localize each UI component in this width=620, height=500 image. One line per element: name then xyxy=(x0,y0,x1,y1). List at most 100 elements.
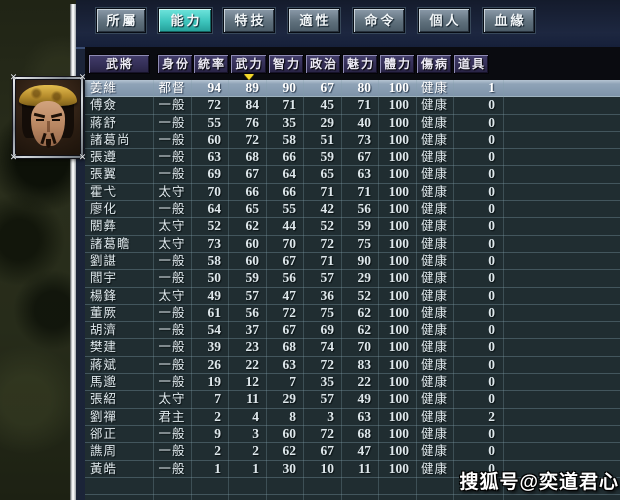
frame-corner-icon: ✕ xyxy=(9,72,18,82)
officer-row-郤正[interactable]: 郤正 一般 9 3 60 72 68 100 健康 0 xyxy=(85,425,620,444)
officer-row-蔣舒[interactable]: 蔣舒 一般 55 76 35 29 40 100 健康 0 xyxy=(85,115,620,132)
officer-row-劉諶[interactable]: 劉諶 一般 58 60 67 71 90 100 健康 0 xyxy=(85,252,620,271)
cell-傷病: 健康 xyxy=(420,184,448,199)
column-header-10[interactable]: 道具 xyxy=(453,54,489,74)
tab-2[interactable]: 能力 xyxy=(158,8,212,33)
column-header-9[interactable]: 傷病 xyxy=(416,54,452,74)
cell-智力: 47 xyxy=(282,287,297,303)
officer-row-諸葛瞻[interactable]: 諸葛瞻 太守 73 60 70 72 75 100 健康 0 xyxy=(85,236,620,253)
cell-武力: 12 xyxy=(245,374,260,390)
cell-智力: 71 xyxy=(282,97,297,113)
cell-統率: 70 xyxy=(207,183,222,199)
tab-6[interactable]: 個人 xyxy=(418,8,470,33)
officer-row-張紹[interactable]: 張紹 太守 7 11 29 57 49 100 健康 0 xyxy=(85,391,620,409)
cell-智力: 60 xyxy=(282,425,297,441)
officer-row-閻宇[interactable]: 閻宇 一般 50 59 56 57 29 100 健康 0 xyxy=(85,270,620,288)
cell-武力: 57 xyxy=(245,287,260,303)
cell-政治: 74 xyxy=(320,339,335,355)
cell-魅力: 40 xyxy=(357,114,372,130)
cell-政治: 71 xyxy=(320,183,335,199)
column-header-7[interactable]: 魅力 xyxy=(342,54,378,74)
column-header-2[interactable]: 身份 xyxy=(157,54,193,74)
officer-row-董厥[interactable]: 董厥 一般 61 56 72 75 62 100 健康 0 xyxy=(85,304,620,323)
cell-道具: 1 xyxy=(488,80,495,95)
officer-row-廖化[interactable]: 廖化 一般 64 65 55 42 56 100 健康 0 xyxy=(85,201,620,219)
cell-傷病: 健康 xyxy=(420,444,448,459)
officer-row-楊鋒[interactable]: 楊鋒 太守 49 57 47 36 52 100 健康 0 xyxy=(85,288,620,305)
officer-row-傅僉[interactable]: 傅僉 一般 72 84 71 45 71 100 健康 0 xyxy=(85,97,620,115)
officer-row-諸葛尚[interactable]: 諸葛尚 一般 60 72 58 51 73 100 健康 0 xyxy=(85,131,620,150)
tab-1[interactable]: 所屬 xyxy=(96,8,146,33)
cell-武將: 樊建 xyxy=(90,340,118,355)
cell-武將: 張翼 xyxy=(90,167,118,182)
tab-7[interactable]: 血緣 xyxy=(483,8,535,33)
cell-統率: 2 xyxy=(214,443,221,459)
cell-體力: 100 xyxy=(388,218,409,234)
column-header-1[interactable]: 武將 xyxy=(88,54,150,74)
cell-身份: 一般 xyxy=(158,444,186,459)
officer-row-關彝[interactable]: 關彝 太守 52 62 44 52 59 100 健康 0 xyxy=(85,218,620,236)
column-header-8[interactable]: 體力 xyxy=(379,54,415,74)
tab-4[interactable]: 適性 xyxy=(288,8,340,33)
cell-武將: 傅僉 xyxy=(90,98,118,113)
officer-row-胡濟[interactable]: 胡濟 一般 54 37 67 69 62 100 健康 0 xyxy=(85,322,620,340)
portrait-goatee xyxy=(45,139,51,148)
cell-武力: 1 xyxy=(252,460,259,476)
officer-row-張遵[interactable]: 張遵 一般 63 68 66 59 67 100 健康 0 xyxy=(85,149,620,167)
cell-魅力: 52 xyxy=(357,287,372,303)
column-header-4[interactable]: 武力 xyxy=(230,54,267,74)
cell-體力: 100 xyxy=(388,270,409,286)
table-header-band: 武將 身份 統率 武力 智力 政治 魅力 體力 傷病 道具 xyxy=(85,47,620,80)
cell-體力: 100 xyxy=(388,166,409,182)
cell-武將: 張遵 xyxy=(90,150,118,165)
officer-row-劉禪[interactable]: 劉禪 君主 2 4 8 3 63 100 健康 2 xyxy=(85,409,620,426)
cell-武力: 65 xyxy=(245,201,260,217)
cell-魅力: 49 xyxy=(357,391,372,407)
officer-row-馬邈[interactable]: 馬邈 一般 19 12 7 35 22 100 健康 0 xyxy=(85,374,620,392)
cell-道具: 0 xyxy=(488,304,495,320)
cell-武將: 馬邈 xyxy=(90,375,118,390)
cell-統率: 7 xyxy=(214,391,221,407)
column-separator xyxy=(191,80,192,500)
tab-5[interactable]: 命令 xyxy=(353,8,405,33)
cell-身份: 一般 xyxy=(158,132,186,147)
cell-傷病: 健康 xyxy=(420,150,448,165)
officer-table[interactable]: 姜維 都督 94 89 90 67 80 100 健康 1 傅僉 一般 72 84 71 45 71 100 健康 0… xyxy=(85,80,620,500)
cell-身份: 一般 xyxy=(158,202,186,217)
officer-row-張翼[interactable]: 張翼 一般 69 67 64 65 63 100 健康 0 xyxy=(85,166,620,184)
cell-智力: 66 xyxy=(282,183,297,199)
cell-武將: 諸葛尚 xyxy=(90,132,131,147)
officer-row-霍弋[interactable]: 霍弋 太守 70 66 66 71 71 100 健康 0 xyxy=(85,183,620,202)
cell-身份: 一般 xyxy=(158,167,186,182)
column-header-6[interactable]: 政治 xyxy=(305,54,341,74)
portrait-mustache xyxy=(49,132,56,145)
cell-智力: 67 xyxy=(282,252,297,268)
cell-傷病: 健康 xyxy=(420,81,448,95)
column-header-3[interactable]: 統率 xyxy=(193,54,229,74)
cell-統率: 54 xyxy=(207,322,222,338)
cell-魅力: 62 xyxy=(357,322,372,338)
officer-row-蔣斌[interactable]: 蔣斌 一般 26 22 63 72 83 100 健康 0 xyxy=(85,356,620,375)
cell-武將: 姜維 xyxy=(90,81,118,95)
cell-魅力: 22 xyxy=(357,374,372,390)
cell-魅力: 73 xyxy=(357,131,372,147)
officer-row-譙周[interactable]: 譙周 一般 2 2 62 67 47 100 健康 0 xyxy=(85,443,620,461)
cell-武力: 2 xyxy=(252,443,259,459)
portrait-eye xyxy=(52,119,60,121)
officer-row-黃皓[interactable]: 黃皓 一般 1 1 30 10 11 100 健康 0 xyxy=(85,461,620,478)
cell-傷病: 健康 xyxy=(420,340,448,355)
cell-魅力: 83 xyxy=(357,356,372,372)
column-header-5[interactable]: 智力 xyxy=(268,54,304,74)
officer-row-姜維[interactable]: 姜維 都督 94 89 90 67 80 100 健康 1 xyxy=(85,80,620,98)
cell-體力: 100 xyxy=(388,322,409,338)
cell-體力: 100 xyxy=(388,287,409,303)
cell-道具: 0 xyxy=(488,97,495,113)
officer-row-樊建[interactable]: 樊建 一般 39 23 68 74 70 100 健康 0 xyxy=(85,339,620,357)
cell-道具: 0 xyxy=(488,149,495,165)
tab-3[interactable]: 特技 xyxy=(223,8,275,33)
cell-魅力: 90 xyxy=(357,252,372,268)
cell-武力: 68 xyxy=(245,149,260,165)
cell-武力: 3 xyxy=(252,425,259,441)
cell-武力: 23 xyxy=(245,339,260,355)
